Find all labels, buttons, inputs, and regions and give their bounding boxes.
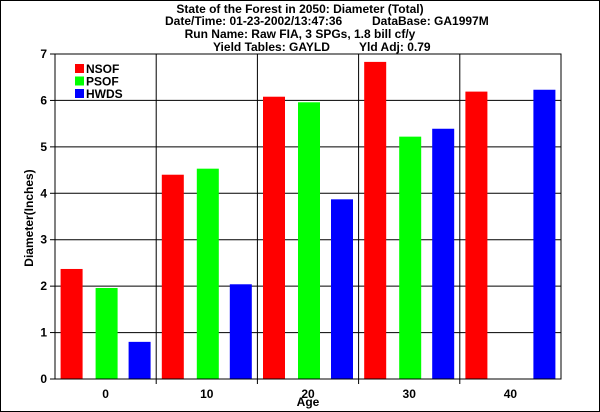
bar-hwds-30	[432, 128, 455, 379]
bar-nsof-40	[465, 91, 488, 379]
y-tick-label: 6	[40, 93, 47, 107]
legend-swatch-psof	[75, 76, 84, 86]
y-tick-label: 5	[40, 140, 47, 154]
bar-hwds-40	[533, 89, 556, 379]
y-tick-label: 4	[40, 186, 47, 200]
bar-hwds-10	[229, 284, 252, 379]
bar-psof-20	[298, 102, 320, 380]
bars	[60, 61, 556, 380]
y-tick-label: 2	[40, 279, 47, 293]
bar-psof-0	[95, 288, 118, 379]
bar-hwds-0	[128, 341, 151, 379]
bar-nsof-0	[60, 268, 83, 379]
x-tick-labels: 0 10 20 30 40	[102, 387, 517, 401]
bar-nsof-10	[161, 174, 184, 379]
run-name-label: Run Name: Raw FIA, 3 SPGs, 1.8 bill cf/y	[185, 27, 416, 41]
bar-psof-10	[196, 168, 219, 379]
x-tick-label: 20	[301, 387, 315, 401]
x-tick-label: 0	[102, 387, 109, 401]
x-tick-label: 30	[403, 387, 417, 401]
x-tick-label: 10	[200, 387, 214, 401]
yield-tables-label: Yield Tables: GAYLD	[213, 40, 330, 54]
y-axis-label: Diameter(Inches)	[22, 169, 36, 266]
chart-title: State of the Forest in 2050: Diameter (T…	[176, 2, 423, 16]
legend-swatch-nsof	[75, 64, 84, 73]
axes	[50, 53, 562, 380]
y-tick-label: 3	[40, 233, 47, 247]
bar-nsof-20	[263, 96, 285, 379]
legend-swatch-hwds	[75, 89, 84, 98]
legend-label-hwds: HWDS	[86, 87, 123, 101]
y-tick-label: 0	[40, 372, 47, 386]
y-tick-label: 1	[40, 326, 47, 340]
y-tick-labels: 0 1 2 3 4 5 6 7	[40, 47, 47, 386]
legend-label-nsof: NSOF	[86, 62, 119, 76]
x-axis-label: Age	[297, 395, 320, 409]
bar-psof-30	[399, 136, 422, 379]
yield-adj-label: Yld Adj: 0.79	[359, 40, 431, 54]
database-label: DataBase: GA1997M	[372, 14, 489, 28]
bar-nsof-30	[364, 61, 387, 380]
bar-hwds-20	[331, 199, 353, 379]
x-tick-label: 40	[504, 387, 518, 401]
legend-label-psof: PSOF	[86, 75, 119, 89]
y-tick-label: 7	[40, 47, 47, 61]
plot-border	[54, 53, 562, 380]
date-time-label: Date/Time: 01-23-2002/13:47:36	[165, 14, 343, 28]
